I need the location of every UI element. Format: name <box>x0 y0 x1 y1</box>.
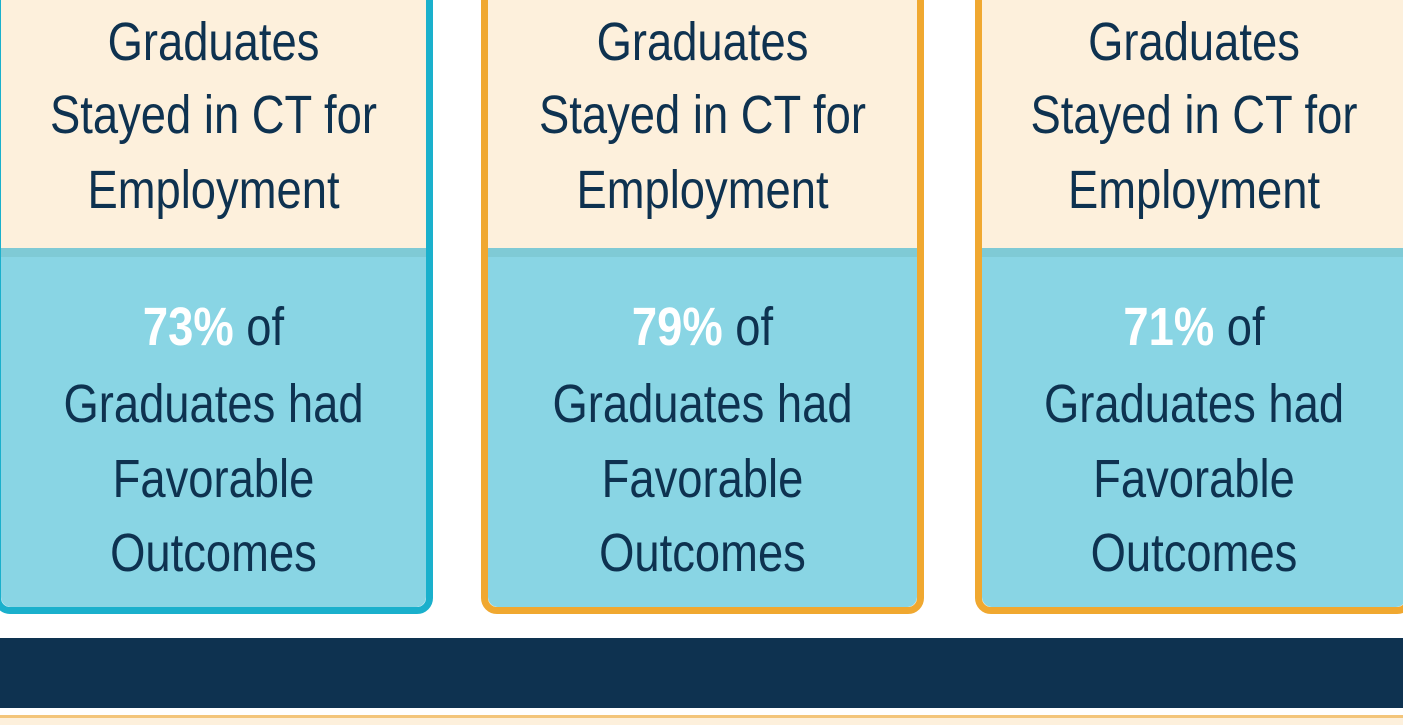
card-bottom <box>488 248 917 607</box>
stat-line: 79% of <box>522 297 882 357</box>
top-text: Employment <box>87 160 340 220</box>
bottom-text: Favorable <box>1093 449 1295 509</box>
bottom-text: Favorable <box>112 449 315 509</box>
card-top <box>488 0 917 248</box>
top-text: Stayed in CT for <box>50 85 377 145</box>
bottom-text: Graduates had <box>552 374 853 434</box>
card: Graduates Stayed in CT for Employment 73% o… <box>0 0 433 614</box>
card: Graduates Stayed in CT for Employment 71% o… <box>975 0 1403 614</box>
card-top <box>1 0 426 248</box>
top-text: Stayed in CT for <box>539 85 866 145</box>
top-text: Graduates <box>596 12 809 72</box>
top-text: Graduates <box>107 12 320 72</box>
percent: 71% <box>1123 297 1215 357</box>
percent: 79% <box>631 297 723 357</box>
footer-band <box>0 638 1403 708</box>
percent: 73% <box>142 297 234 357</box>
percent-suffix: of <box>1226 297 1265 357</box>
bottom-text: Outcomes <box>110 523 317 583</box>
bottom-text: Outcomes <box>599 523 806 583</box>
card-bottom <box>982 248 1403 607</box>
bottom-text: Favorable <box>601 449 804 509</box>
top-text: Graduates <box>1088 12 1300 72</box>
top-text: Employment <box>576 160 829 220</box>
bottom-text: Graduates had <box>1043 374 1345 434</box>
footer-strip <box>0 715 1403 725</box>
bottom-text: Outcomes <box>1090 523 1298 583</box>
percent-suffix: of <box>735 297 774 357</box>
percent-suffix: of <box>246 297 285 357</box>
card: Graduates Stayed in CT for Employment 79% o… <box>481 0 924 614</box>
top-text: Employment <box>1067 160 1321 220</box>
card-top <box>982 0 1403 248</box>
stat-line: 71% of <box>1016 297 1372 357</box>
top-text: Stayed in CT for <box>1030 85 1358 145</box>
card-bottom <box>1 248 426 607</box>
bottom-text: Graduates had <box>63 374 364 434</box>
stat-line: 73% of <box>35 297 392 357</box>
